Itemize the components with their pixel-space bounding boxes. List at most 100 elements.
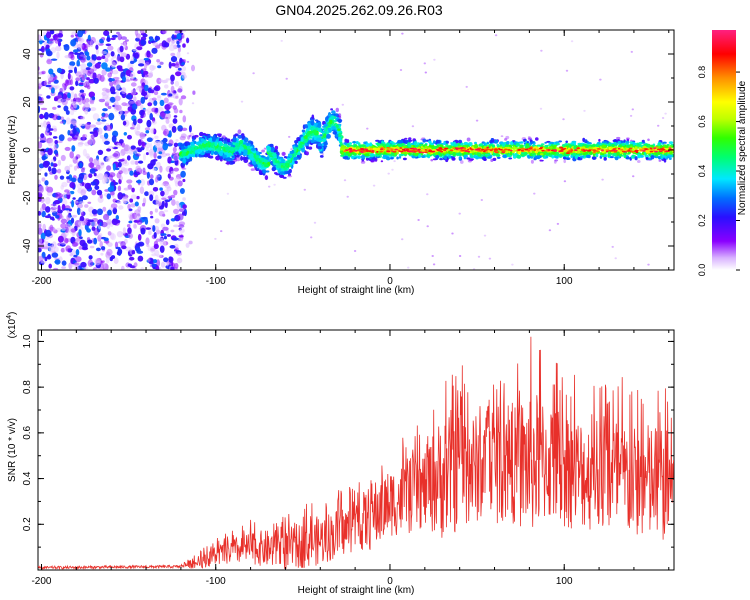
spectrogram-cell bbox=[357, 149, 362, 152]
spectrogram-cell bbox=[618, 141, 622, 144]
spectrogram-cell bbox=[332, 131, 338, 135]
spectrogram-cell bbox=[208, 155, 214, 159]
spectrogram-cell bbox=[110, 182, 115, 186]
spectrogram-cell bbox=[53, 149, 59, 155]
spectrogram-cell bbox=[235, 156, 241, 162]
spectrogram-cell bbox=[56, 67, 62, 74]
spectrogram-cell bbox=[182, 158, 187, 164]
spectrogram-cell bbox=[625, 144, 631, 148]
spectrogram-cell bbox=[536, 148, 540, 151]
spectrogram-canvas bbox=[38, 30, 674, 270]
spectrogram-cell bbox=[365, 157, 369, 161]
spectrogram-cell bbox=[356, 147, 361, 150]
spectrogram-cell bbox=[196, 149, 202, 153]
spectrogram-cell bbox=[644, 143, 648, 146]
spectrogram-cell bbox=[38, 38, 43, 41]
spectrogram-cell bbox=[81, 195, 88, 201]
spectrogram-cell bbox=[250, 141, 254, 145]
spectrogram-cell bbox=[225, 146, 230, 152]
spectrogram-cell bbox=[193, 140, 197, 144]
spectrogram-cell bbox=[512, 151, 515, 154]
spectrogram-cell bbox=[403, 151, 407, 155]
spectrogram-cell bbox=[38, 168, 42, 172]
spectrogram-cell bbox=[109, 207, 114, 211]
spectrogram-cell bbox=[611, 143, 615, 147]
spectrogram-cell bbox=[664, 112, 667, 115]
spectrogram-cell bbox=[124, 150, 129, 154]
spectrogram-cell bbox=[107, 105, 112, 109]
spectrogram-cell bbox=[169, 245, 176, 249]
spectrogram-cell bbox=[572, 152, 577, 157]
spectrogram-cell bbox=[272, 166, 277, 171]
spectrogram-cell bbox=[504, 146, 509, 149]
spectrogram-cell bbox=[360, 160, 366, 164]
spectrogram-cell bbox=[90, 107, 97, 112]
spectrogram-cell bbox=[302, 132, 306, 136]
spectrogram-cell bbox=[620, 148, 624, 151]
spectrogram-cell bbox=[99, 241, 103, 248]
spectrogram-cell bbox=[154, 176, 159, 183]
spectrogram-cell bbox=[551, 154, 555, 159]
spectrogram-cell bbox=[42, 160, 50, 168]
spectrogram-cell bbox=[486, 146, 490, 149]
spectrogram-cell bbox=[44, 172, 48, 177]
spectrogram-cell bbox=[63, 208, 71, 211]
spectrogram-cell bbox=[164, 201, 168, 209]
spectrogram-cell bbox=[237, 134, 242, 139]
spectrogram-cell bbox=[207, 147, 213, 151]
spectrogram-cell bbox=[377, 140, 381, 144]
spectrogram-cell bbox=[301, 147, 305, 153]
spectrogram-cell bbox=[103, 140, 110, 145]
spectrogram-cell bbox=[165, 153, 171, 156]
spectrogram-cell bbox=[176, 257, 183, 264]
spectrogram-cell bbox=[50, 159, 55, 163]
spectrogram-cell bbox=[290, 148, 293, 151]
spectrogram-cell bbox=[530, 159, 534, 164]
spectrogram-cell bbox=[69, 253, 73, 257]
spectrogram-cell bbox=[51, 167, 57, 175]
spectrogram-cell bbox=[188, 154, 194, 157]
spectrogram-cell bbox=[629, 141, 634, 145]
spectrogram-cell bbox=[657, 124, 660, 127]
spectrogram-cell bbox=[185, 242, 190, 248]
spectrogram-cell bbox=[653, 147, 657, 150]
spectrogram-cell bbox=[468, 142, 473, 146]
spectrogram-cell bbox=[422, 138, 427, 143]
spectrogram-cell bbox=[206, 144, 209, 148]
spectrogram-cell bbox=[40, 107, 48, 111]
spectrogram-cell bbox=[426, 193, 429, 196]
spectrogram-cell bbox=[249, 153, 254, 158]
spectrogram-cell bbox=[170, 194, 176, 199]
spectrogram-cell bbox=[616, 136, 621, 140]
spectrogram-cell bbox=[570, 154, 574, 159]
spectrogram-cell bbox=[413, 141, 418, 145]
spectrogram-cell bbox=[647, 138, 650, 142]
spectrogram-cell bbox=[401, 238, 404, 241]
spectrogram-cell bbox=[93, 77, 99, 84]
spectrogram-cell bbox=[229, 146, 235, 152]
spectrogram-cell bbox=[66, 214, 71, 222]
spectrogram-cell bbox=[558, 140, 562, 143]
spectrogram-cell bbox=[179, 109, 183, 114]
spectrogram-cell bbox=[263, 147, 267, 150]
spectrogram-cell bbox=[127, 107, 132, 113]
spectrogram-cell bbox=[162, 30, 168, 35]
spectrogram-cell bbox=[38, 223, 42, 229]
spectrogram-cell bbox=[171, 199, 176, 206]
spectrogram-cell bbox=[48, 263, 52, 269]
spectrogram-cell bbox=[100, 50, 107, 55]
spectrogram-cell bbox=[574, 149, 578, 152]
spectrogram-cell bbox=[186, 60, 190, 63]
spectrogram-cell bbox=[397, 139, 402, 144]
spectrogram-cell bbox=[486, 142, 489, 145]
spectrogram-cell bbox=[341, 151, 344, 155]
spectrogram-cell bbox=[242, 152, 248, 156]
spectrogram-cell bbox=[82, 82, 87, 86]
spectrogram-cell bbox=[53, 267, 59, 270]
spectrogram-cell bbox=[376, 151, 379, 153]
spectrogram-cell bbox=[153, 107, 159, 114]
spectrogram-cell bbox=[669, 154, 673, 158]
spectrogram-cell bbox=[465, 142, 469, 145]
spectrogram-cell bbox=[285, 77, 288, 80]
spectrogram-cell bbox=[65, 245, 72, 253]
